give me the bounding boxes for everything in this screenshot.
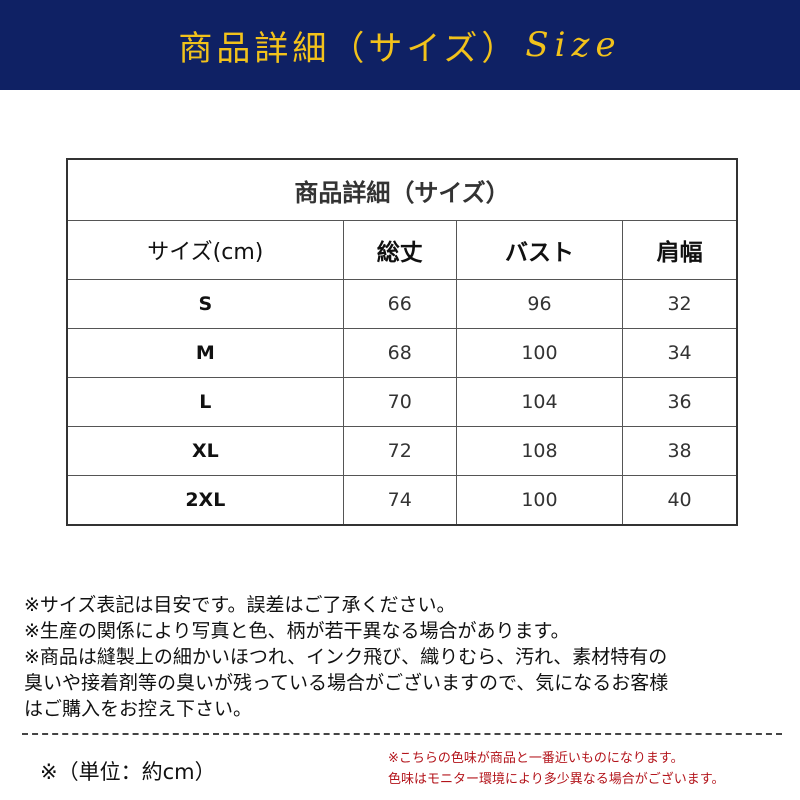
cell: 96 [455,279,624,329]
notes: ※サイズ表記は目安です。誤差はご了承ください。 ※生産の関係により写真と色、柄が… [24,592,668,722]
cell: 34 [622,328,738,378]
unit-note: ※（単位：約cm） [40,760,216,784]
banner-size-word: Size [525,25,622,65]
cell: 2XL [66,475,344,526]
table-row: S 66 96 32 [66,279,738,329]
cell: S [66,279,344,329]
color-note-line: 色味はモニター環境により多少異なる場合がございます。 [388,772,725,787]
dashed-divider [22,733,782,735]
table-row: L 70 104 36 [66,377,738,427]
cell: 66 [342,279,457,329]
header-banner: 商品詳細（サイズ） Size [0,0,800,90]
cell: 74 [342,475,457,526]
cell: 70 [342,377,457,427]
cell: L [66,377,344,427]
banner-title: 商品詳細（サイズ） [178,28,520,69]
header-length: 総丈 [342,220,457,280]
table-row: M 68 100 34 [66,328,738,378]
size-table: 商品詳細（サイズ） サイズ(cm) 総丈 バスト 肩幅 S 66 96 32 M 68 1… [66,158,738,526]
cell: 36 [622,377,738,427]
cell: XL [66,426,344,476]
cell: 100 [455,328,624,378]
cell: 100 [455,475,624,526]
cell: 38 [622,426,738,476]
color-notes: ※こちらの色味が商品と一番近いものになります。 色味はモニター環境により多少異な… [388,748,724,790]
table-row: 2XL 74 100 40 [66,475,738,526]
note-line: ※商品は縫製上の細かいほつれ、インク飛び、織りむら、汚れ、素材特有の [24,646,668,668]
header-shoulder: 肩幅 [622,220,738,280]
cell: 72 [342,426,457,476]
cell: 40 [622,475,738,526]
cell: 32 [622,279,738,329]
note-line: ※生産の関係により写真と色、柄が若干異なる場合があります。 [24,620,570,642]
cell: 108 [455,426,624,476]
note-line: 臭いや接着剤等の臭いが残っている場合がございますので、気になるお客様 [24,672,669,694]
cell: 104 [455,377,624,427]
table-title: 商品詳細（サイズ） [66,158,738,221]
header-size: サイズ(cm) [66,220,344,280]
note-line: はご購入をお控え下さい。 [24,698,253,720]
color-note-line: ※こちらの色味が商品と一番近いものになります。 [388,751,684,766]
cell: 68 [342,328,457,378]
table-row: XL 72 108 38 [66,426,738,476]
cell: M [66,328,344,378]
note-line: ※サイズ表記は目安です。誤差はご了承ください。 [24,594,456,616]
header-bust: バスト [455,220,624,280]
